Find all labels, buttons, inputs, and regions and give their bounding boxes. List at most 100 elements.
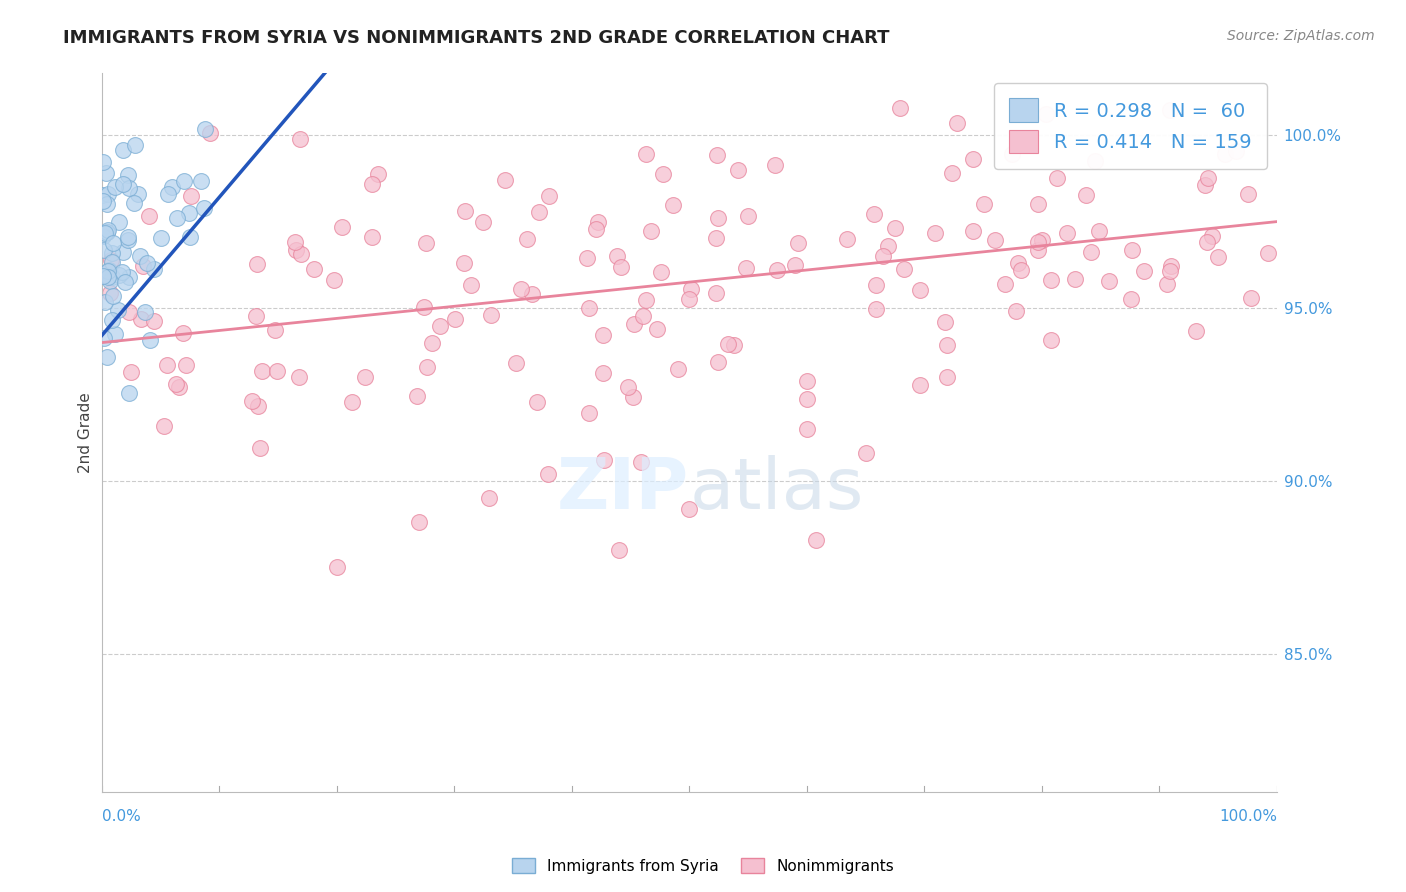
Point (118, 181, 141, 195)
Point (117, 233, 139, 247)
Point (876, 238, 898, 252)
Point (737, 209, 759, 223)
Legend: Immigrants from Syria, Nonimmigrants: Immigrants from Syria, Nonimmigrants (506, 852, 900, 880)
Point (872, 249, 894, 263)
Point (634, 147, 657, 161)
Point (973, 197, 995, 211)
Point (1005, 303, 1028, 318)
Point (837, 232, 859, 246)
Point (96, 225, 118, 239)
Point (111, 143, 134, 157)
Point (114, 275, 136, 289)
Point (623, 318, 645, 332)
Point (453, 203, 475, 218)
Point (361, 177, 384, 191)
Point (118, 385, 141, 400)
Point (606, 249, 628, 263)
Point (586, 214, 609, 228)
Point (910, 378, 932, 392)
Point (520, 287, 543, 301)
Point (94, 294, 117, 309)
Point (120, 365, 142, 379)
Point (166, 211, 188, 225)
Point (796, 422, 818, 436)
Point (117, 230, 139, 244)
Point (422, 335, 444, 350)
Point (609, 260, 631, 274)
Point (1076, 188, 1098, 202)
Point (97, 264, 120, 278)
Point (93, 243, 115, 257)
Point (1206, 250, 1229, 264)
Point (1197, 235, 1219, 249)
Point (143, 314, 166, 328)
Point (538, 189, 561, 203)
Point (865, 301, 887, 316)
Point (460, 277, 482, 292)
Point (893, 262, 915, 277)
Point (575, 251, 598, 265)
Point (149, 230, 172, 244)
Point (1026, 197, 1049, 211)
Point (723, 338, 745, 352)
Point (93, 226, 115, 240)
Y-axis label: 2nd Grade: 2nd Grade (79, 392, 93, 473)
Point (651, 168, 673, 182)
Point (1201, 229, 1223, 244)
Point (107, 303, 129, 318)
Point (1007, 256, 1029, 270)
Point (354, 370, 377, 384)
Point (104, 180, 127, 194)
Point (1084, 154, 1107, 169)
Point (1056, 227, 1078, 241)
Text: atlas: atlas (689, 456, 863, 524)
Point (1213, 147, 1236, 161)
Point (190, 174, 212, 188)
Point (592, 328, 614, 343)
Point (889, 101, 911, 115)
Point (516, 232, 538, 246)
Point (93, 228, 115, 243)
Point (245, 310, 267, 324)
Point (785, 258, 807, 272)
Point (934, 315, 956, 329)
Point (302, 262, 325, 277)
Text: ZIP: ZIP (557, 456, 689, 524)
Point (796, 392, 818, 406)
Point (143, 262, 166, 277)
Point (593, 452, 616, 467)
Point (707, 355, 730, 369)
Point (104, 327, 127, 342)
Point (108, 215, 131, 229)
Point (679, 282, 702, 296)
Point (650, 265, 672, 279)
Point (471, 215, 494, 229)
Point (796, 374, 818, 388)
Point (288, 369, 311, 384)
Point (1236, 187, 1258, 202)
Point (578, 301, 600, 315)
Point (100, 313, 122, 327)
Point (174, 359, 197, 373)
Point (101, 254, 124, 268)
Point (117, 168, 139, 182)
Point (111, 265, 134, 279)
Point (247, 399, 270, 413)
Point (177, 205, 200, 219)
Point (134, 305, 156, 319)
Point (510, 282, 533, 296)
Point (100, 275, 122, 289)
Point (994, 277, 1017, 292)
Point (330, 219, 353, 234)
Point (946, 116, 969, 130)
Point (240, 394, 263, 409)
Point (112, 177, 135, 191)
Point (962, 152, 984, 166)
Point (678, 501, 700, 516)
Point (1026, 243, 1049, 257)
Point (172, 326, 194, 340)
Point (100, 246, 122, 260)
Point (645, 322, 668, 336)
Point (661, 198, 683, 212)
Point (124, 137, 146, 152)
